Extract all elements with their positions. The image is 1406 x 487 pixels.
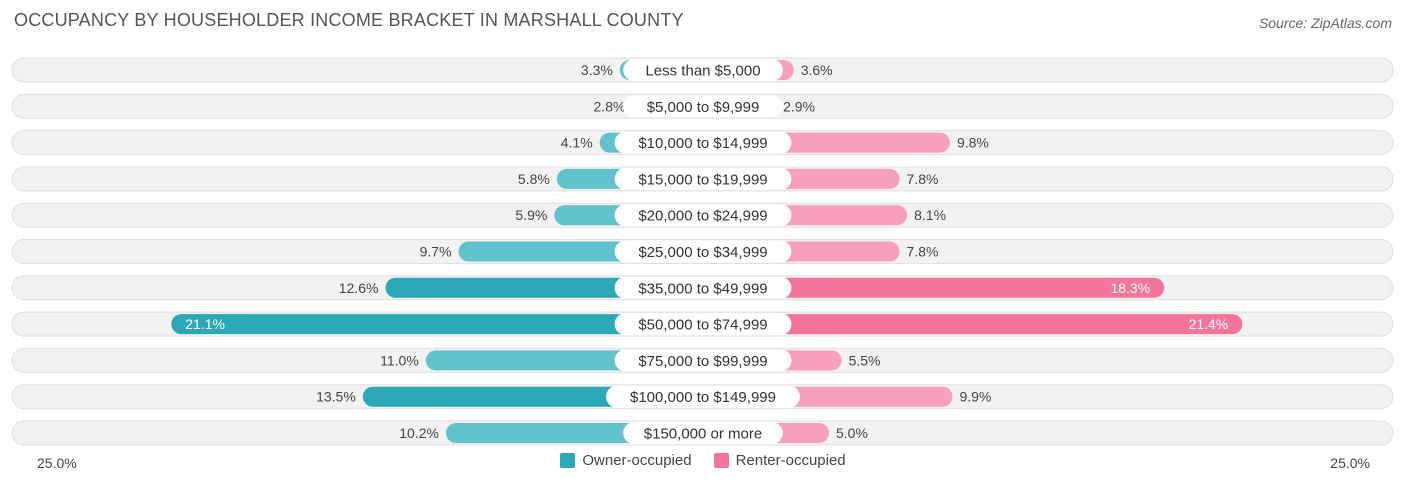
category-label-background bbox=[614, 167, 792, 190]
category-label-background bbox=[606, 385, 800, 408]
source-label: Source: ZipAtlas.com bbox=[1258, 15, 1392, 31]
owner-bar bbox=[171, 314, 703, 335]
owner-value-label: 13.5% bbox=[316, 389, 356, 405]
category-label: $15,000 to $19,999 bbox=[638, 171, 767, 188]
renter-value-label: 9.9% bbox=[959, 389, 991, 405]
renter-value-label: 2.9% bbox=[783, 98, 815, 114]
renter-value-label: 7.8% bbox=[907, 171, 939, 187]
category-label: $75,000 to $99,999 bbox=[638, 353, 767, 370]
category-label-background bbox=[614, 349, 792, 372]
renter-value-label: 18.3% bbox=[1110, 280, 1150, 296]
category-label: $5,000 to $9,999 bbox=[647, 99, 760, 116]
owner-value-label: 21.1% bbox=[185, 316, 225, 332]
chart-title: OCCUPANCY BY HOUSEHOLDER INCOME BRACKET … bbox=[14, 10, 684, 30]
legend: Owner-occupied Renter-occupied bbox=[0, 452, 1406, 469]
renter-swatch bbox=[713, 453, 729, 468]
renter-value-label: 9.8% bbox=[957, 135, 989, 151]
category-label: $35,000 to $49,999 bbox=[638, 280, 767, 297]
renter-bar bbox=[703, 314, 1243, 335]
owner-value-label: 12.6% bbox=[339, 280, 379, 296]
owner-value-label: 5.9% bbox=[515, 207, 547, 223]
category-label-background bbox=[623, 59, 783, 81]
renter-value-label: 8.1% bbox=[914, 207, 946, 223]
legend-item-renter: Renter-occupied bbox=[713, 452, 846, 469]
owner-value-label: 10.2% bbox=[399, 425, 439, 441]
legend-owner-label: Owner-occupied bbox=[582, 452, 692, 469]
owner-value-label: 4.1% bbox=[561, 135, 593, 151]
category-label-background bbox=[614, 131, 792, 154]
category-label: $50,000 to $74,999 bbox=[638, 317, 767, 334]
category-label: $100,000 to $149,999 bbox=[630, 389, 776, 406]
category-label: Less than $5,000 bbox=[645, 63, 760, 80]
category-label-background bbox=[623, 95, 783, 118]
category-label-background bbox=[614, 313, 792, 336]
owner-value-label: 5.8% bbox=[518, 171, 550, 187]
renter-value-label: 3.6% bbox=[801, 62, 833, 78]
renter-bar bbox=[703, 277, 1165, 298]
owner-swatch bbox=[560, 453, 576, 468]
category-label-background bbox=[614, 276, 792, 299]
category-label-background bbox=[623, 422, 783, 444]
category-label-background bbox=[614, 204, 792, 227]
legend-item-owner: Owner-occupied bbox=[560, 452, 692, 469]
owner-value-label: 9.7% bbox=[420, 244, 452, 260]
renter-value-label: 21.4% bbox=[1189, 316, 1229, 332]
renter-value-label: 5.5% bbox=[849, 352, 881, 368]
axis-max-label: 25.0% bbox=[1330, 455, 1370, 471]
legend-renter-label: Renter-occupied bbox=[735, 452, 846, 469]
category-label: $150,000 or more bbox=[644, 426, 762, 443]
category-label: $10,000 to $14,999 bbox=[638, 135, 767, 152]
category-label: $25,000 to $34,999 bbox=[638, 244, 767, 261]
axis-min-label: 25.0% bbox=[37, 455, 77, 471]
owner-value-label: 11.0% bbox=[380, 352, 419, 368]
renter-value-label: 7.8% bbox=[907, 244, 939, 260]
category-label: $20,000 to $24,999 bbox=[638, 208, 767, 225]
renter-value-label: 5.0% bbox=[836, 425, 868, 441]
owner-value-label: 3.3% bbox=[581, 62, 613, 78]
owner-value-label: 2.8% bbox=[594, 98, 626, 114]
category-label-background bbox=[614, 240, 792, 263]
